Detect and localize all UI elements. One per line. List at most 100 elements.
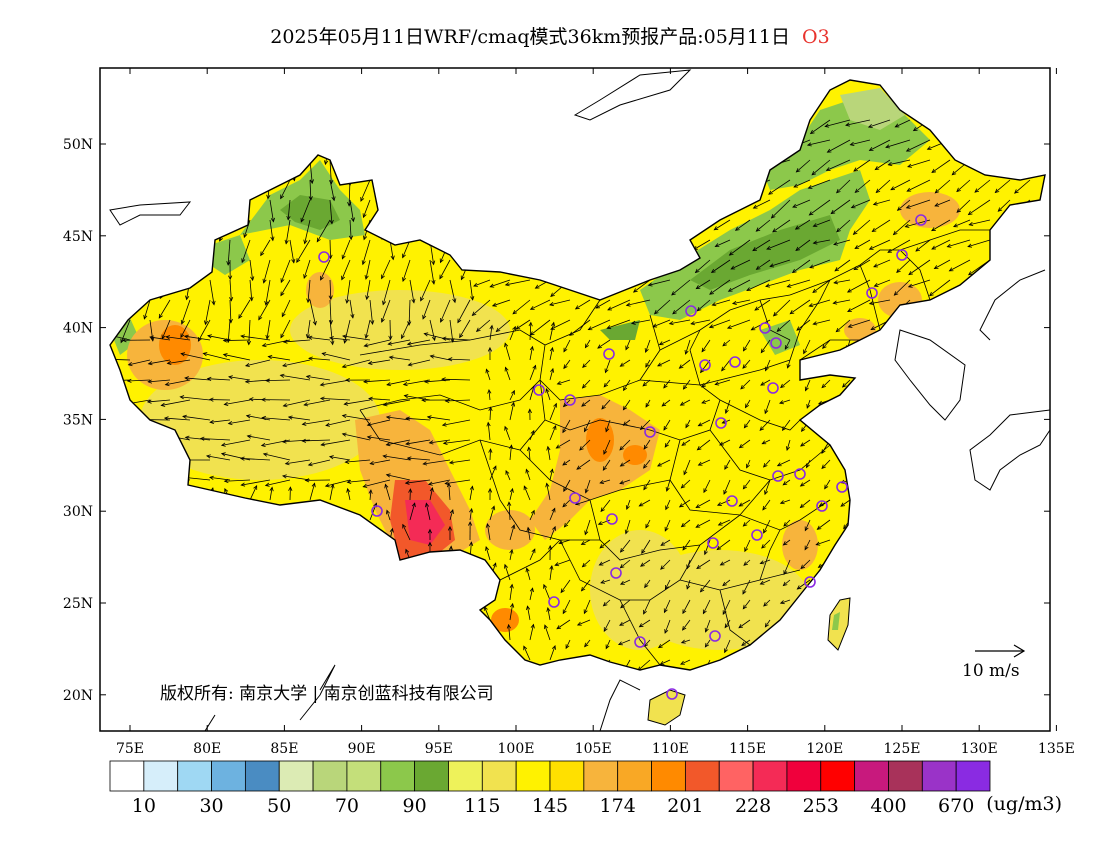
wind-arrow [606,319,631,330]
wind-arrow [529,299,551,310]
wind-arrow [469,279,475,301]
colorbar-swatch [955,760,991,792]
wind-arrow [816,519,831,530]
wind-scale-arrow [975,644,1026,658]
wind-arrow [222,338,251,343]
wind-arrow [584,519,591,536]
city-marker-tianjin [770,337,782,349]
city-marker-beijing [759,322,771,334]
wind-arrow [686,579,691,590]
wind-arrow [342,334,371,341]
wind-arrow [341,359,371,369]
wind-arrow [760,379,771,386]
wind-arrow [384,483,391,501]
wind-arrow [409,502,416,521]
wind-arrow [780,379,791,389]
wind-arrow [205,454,231,461]
wind-arrow [488,448,493,461]
wind-arrow [766,239,791,250]
wind-arrow [743,559,751,566]
wind-arrow [364,319,371,339]
wind-arrow [584,639,591,648]
wind-arrow [385,509,391,521]
wind-arrow [269,219,275,242]
wind-arrow [260,397,291,402]
wind-arrow [846,279,871,293]
wind-arrow [429,319,436,342]
wind-arrow [344,459,371,464]
wind-arrow [343,399,371,406]
wind-arrow [603,439,611,455]
wind-arrow [887,239,911,253]
wind-arrow [711,299,731,307]
wind-arrow [526,526,531,541]
wind-arrow [764,479,771,496]
lon-label: 95E [425,741,453,757]
wind-arrow [763,519,771,534]
wind-arrow [625,499,631,511]
wind-arrow [264,279,271,306]
wind-arrow [163,416,191,421]
wind-arrow [209,279,216,306]
china-border [109,79,1046,671]
wind-arrow [222,353,251,361]
wind-arrow [512,299,531,315]
wind-arrow [381,259,391,280]
wind-arrow [744,539,751,553]
wind-arrow [300,199,311,223]
colorbar-label: 228 [735,795,771,817]
wind-arrow [742,579,751,595]
city-marker-guangzhou [709,630,721,642]
wind-arrow [875,179,891,194]
wind-arrow [509,487,514,501]
wind-arrow [385,439,411,447]
colorbar-label: 10 [132,795,156,817]
wind-arrow [249,279,254,302]
city-marker-zhengzhou [715,417,727,429]
wind-arrow [307,335,331,341]
wind-arrow [385,473,411,481]
wind-arrow [549,525,556,541]
wind-arrow [442,439,471,446]
wind-arrow [121,338,151,343]
wind-arrow [366,419,391,427]
colorbar-swatch [651,760,686,792]
wind-arrow [622,419,631,426]
wind-arrow [488,406,493,421]
wind-arrow [849,139,871,147]
wind-arrow [779,499,791,505]
wind-arrow [444,479,471,486]
wind-arrow [948,259,971,272]
wind-arrow [182,414,211,421]
wind-arrow [241,239,251,264]
wind-arrow [812,239,831,245]
city-marker-changchun [896,249,908,261]
wind-arrow [160,399,191,407]
wind-arrow [761,539,771,549]
wind-arrow [931,159,951,173]
wind-arrow [752,239,771,252]
wind-arrow [489,324,494,341]
wind-arrow [545,482,551,501]
wind-arrow [549,346,554,361]
wind-arrow [574,299,591,310]
wind-arrow [690,319,711,326]
wind-arrow [624,519,631,535]
wind-arrow [368,396,391,401]
wind-arrow [776,319,791,332]
lon-label: 125E [884,741,921,757]
city-marker-lanzhou [564,394,576,406]
wind-arrow [569,319,591,336]
wind-arrow [619,539,631,553]
city-marker-chongqing [606,513,618,525]
wind-arrow [953,219,971,228]
wind-arrow [489,465,497,481]
wind-arrow [668,319,691,326]
wind-arrow [867,119,891,129]
wind-arrow [582,359,591,369]
lon-label: 110E [652,741,689,757]
wind-arrow [447,357,471,362]
wind-arrow [647,279,671,287]
wind-arrow [549,425,557,441]
wind-arrow [682,539,691,551]
